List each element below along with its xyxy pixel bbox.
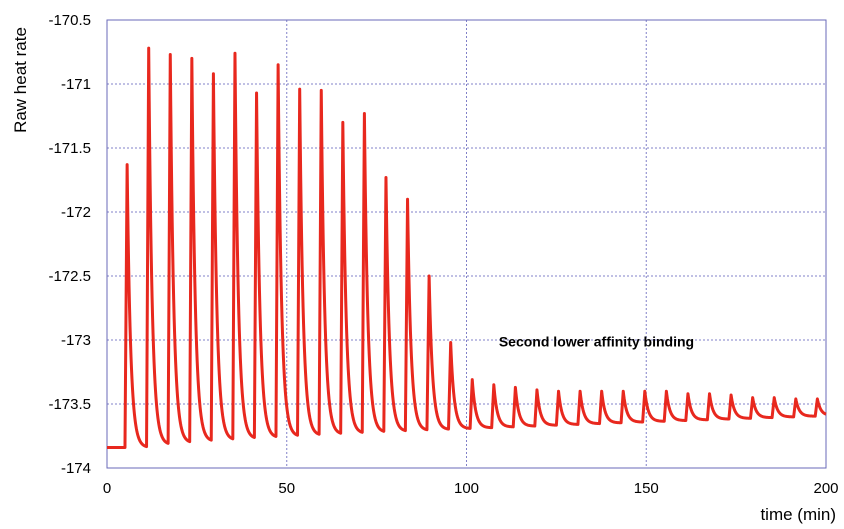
y-tick-label: -172: [61, 204, 91, 221]
x-tick-label: 0: [103, 480, 111, 497]
annotation-layer: Second lower affinity binding: [499, 333, 694, 349]
x-tick-label: 200: [813, 480, 838, 497]
raw-heat-rate-line: [107, 46, 828, 450]
x-axis-label: time (min): [760, 505, 836, 524]
y-tick-label: -171.5: [48, 140, 91, 157]
x-tick-label: 100: [454, 480, 479, 497]
y-tick-label: -174: [61, 460, 91, 477]
x-tick-label: 150: [634, 480, 659, 497]
y-axis-label: Raw heat rate: [11, 27, 30, 133]
y-tick-label: -172.5: [48, 268, 91, 285]
plot-frame: [106, 19, 827, 469]
annotation-text: Second lower affinity binding: [499, 333, 694, 349]
y-tick-label: -173.5: [48, 396, 91, 413]
y-tick-label: -170.5: [48, 12, 91, 29]
y-tick-label: -173: [61, 332, 91, 349]
x-tick-label: 50: [278, 480, 295, 497]
tick-label-layer: 0 50 100 150 200 -170.5 -171 -171.5 -172 -172.5 -1…: [48, 12, 838, 497]
y-tick-label: -171: [61, 76, 91, 93]
